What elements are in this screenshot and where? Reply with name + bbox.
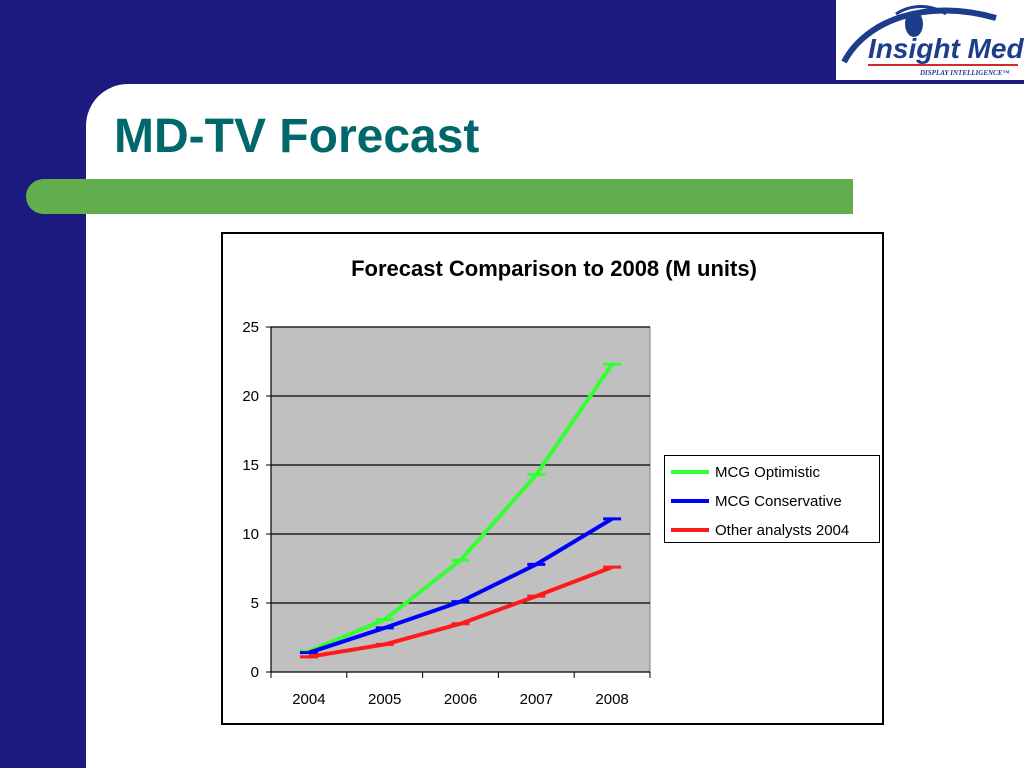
legend-item: MCG Optimistic <box>671 462 820 482</box>
chart-frame: Forecast Comparison to 2008 (M units) 0 5… <box>221 232 884 725</box>
x-tick-label: 2005 <box>368 691 401 708</box>
y-tick-label: 25 <box>242 319 259 336</box>
plot-area: 0 5 10 15 20 25 2004 2005 2006 2007 2008 <box>242 319 651 708</box>
slide-title: MD-TV Forecast <box>114 110 480 163</box>
y-tick-label: 0 <box>251 664 259 681</box>
legend-item: Other analysts 2004 <box>671 520 849 540</box>
legend-item: MCG Conservative <box>671 491 842 511</box>
legend-swatch <box>671 528 709 532</box>
y-tick-label: 20 <box>242 388 259 405</box>
forecast-chart: Forecast Comparison to 2008 (M units) 0 5… <box>242 256 757 708</box>
logo-tagline: DISPLAY INTELLIGENCE™ <box>919 69 1009 77</box>
legend-label: Other analysts 2004 <box>715 521 850 539</box>
logo-graphic: Insight Media DISPLAY INTELLIGENCE™ <box>841 5 1024 77</box>
logo-wordmark: Insight Media <box>868 33 1024 64</box>
y-tick-label: 5 <box>251 595 259 612</box>
x-tick-label: 2008 <box>595 691 628 708</box>
x-tick-label: 2004 <box>292 691 325 708</box>
x-tick-label: 2007 <box>520 691 553 708</box>
y-tick-label: 15 <box>242 457 259 474</box>
plot-background <box>270 326 651 673</box>
legend-swatch <box>671 470 709 474</box>
x-tick-label: 2006 <box>444 691 477 708</box>
title-underline-bar <box>26 179 853 214</box>
legend-label: MCG Optimistic <box>715 463 820 481</box>
insight-media-logo: Insight Media DISPLAY INTELLIGENCE™ <box>836 0 1024 80</box>
chart-legend: MCG Optimistic MCG Conservative Other anal… <box>664 455 880 543</box>
legend-swatch <box>671 499 709 503</box>
legend-label: MCG Conservative <box>715 492 842 510</box>
chart-title: Forecast Comparison to 2008 (M units) <box>351 256 757 281</box>
y-tick-label: 10 <box>242 526 259 543</box>
